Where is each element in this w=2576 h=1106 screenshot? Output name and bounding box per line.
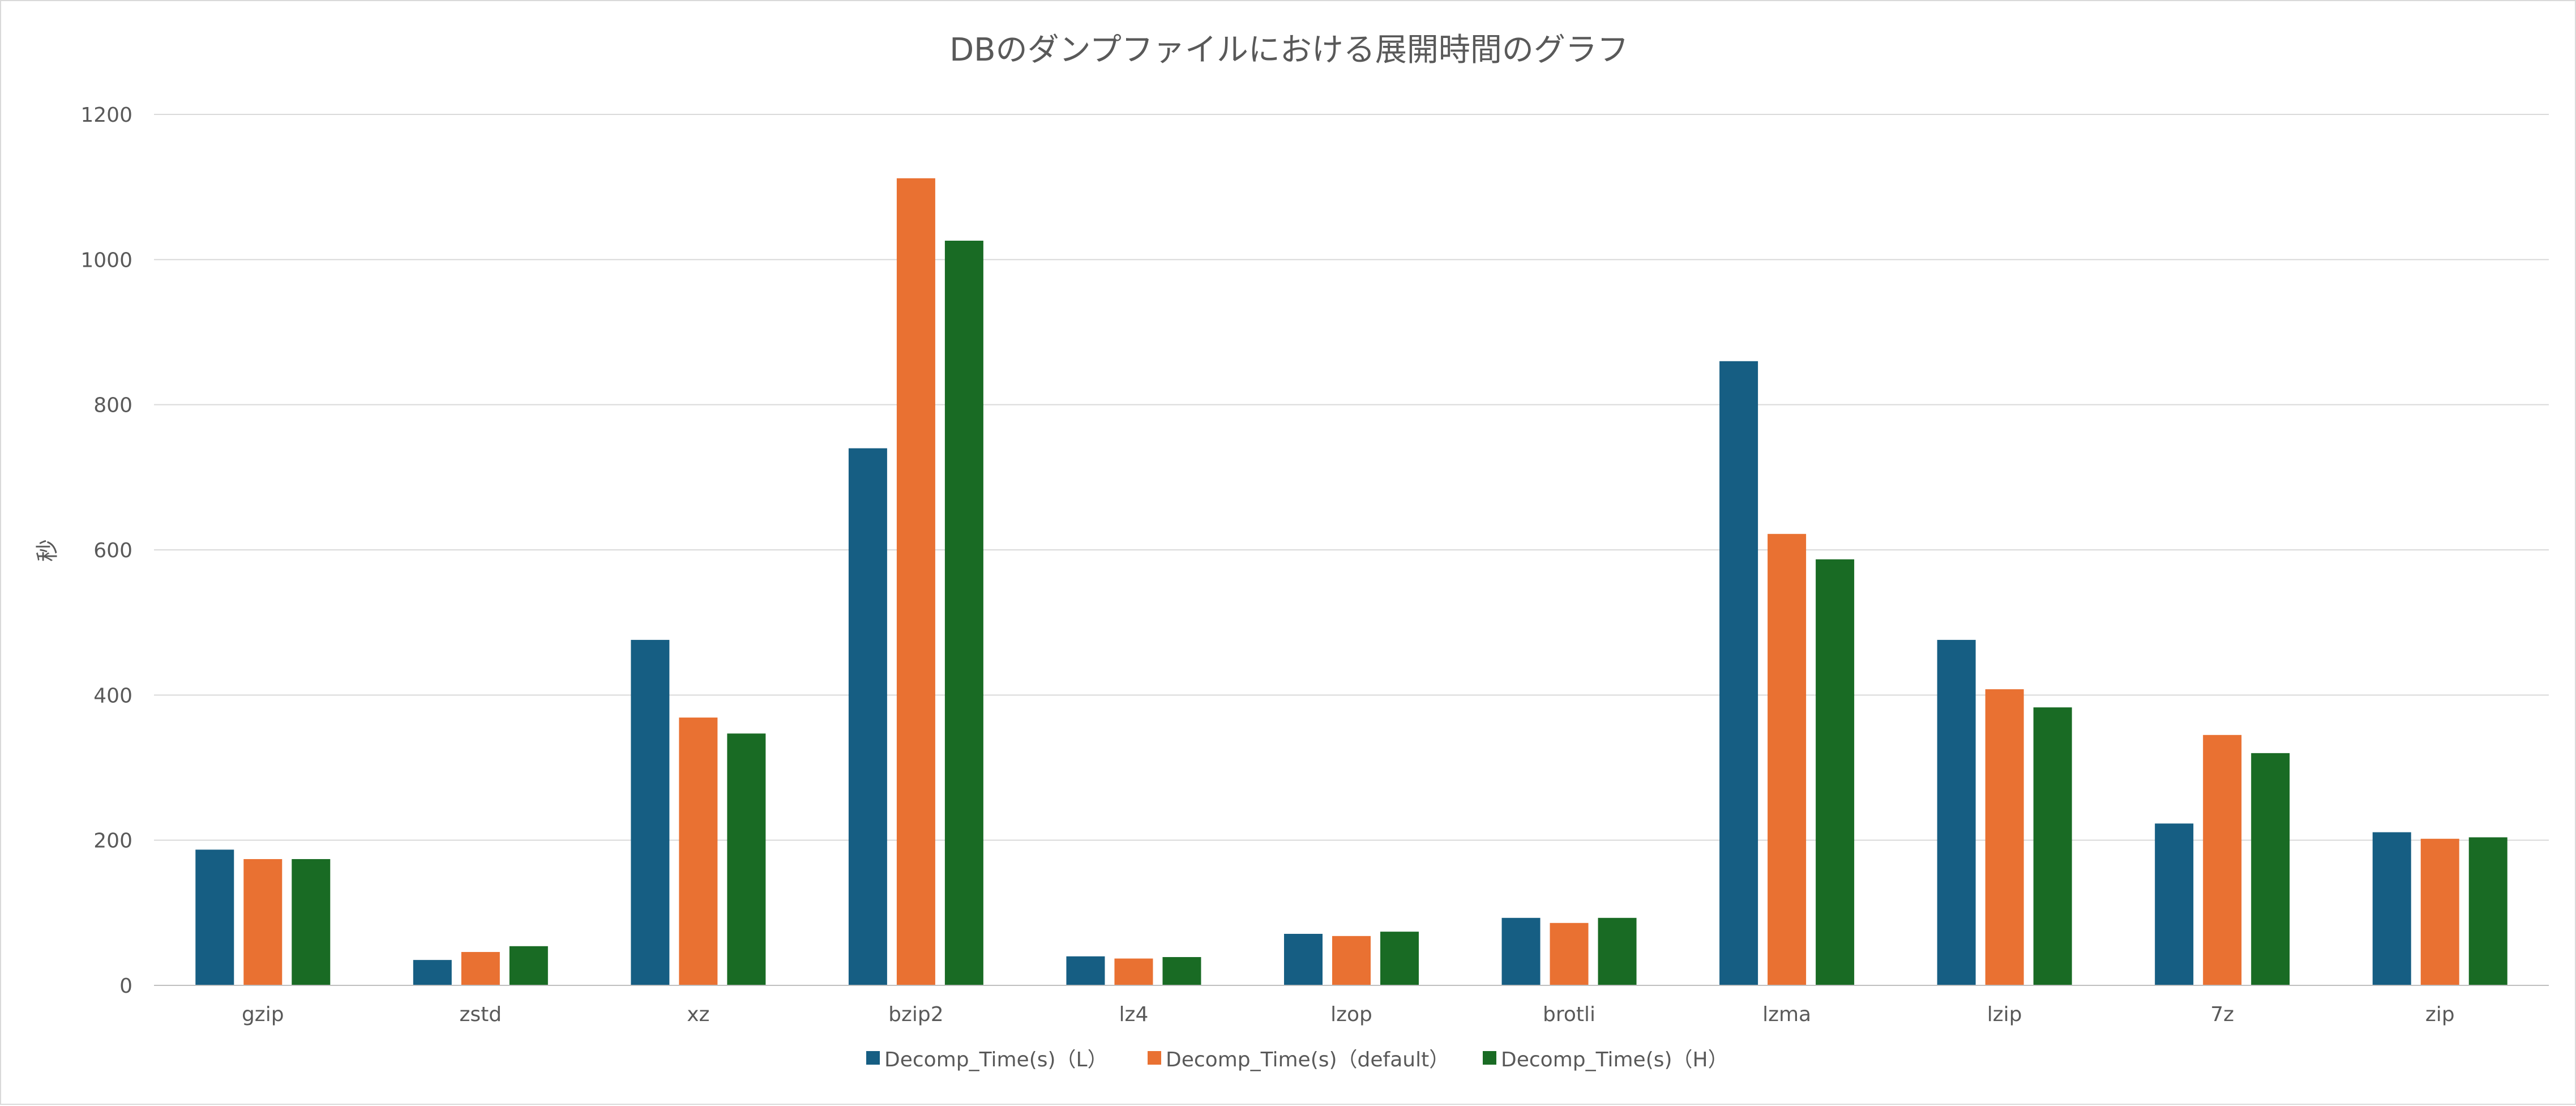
bar-lzop-series-2 (1332, 936, 1371, 985)
bar-lz4-series-1 (1066, 956, 1105, 985)
x-category-label: bzip2 (888, 1003, 944, 1026)
bar-zip-series-3 (2468, 837, 2507, 985)
legend-swatch (1483, 1051, 1496, 1065)
bar-lzop-series-1 (1284, 934, 1323, 985)
legend-item: Decomp_Time(s)（L） (866, 1048, 1108, 1071)
legend-label: Decomp_Time(s)（L） (884, 1048, 1108, 1071)
bar-lzma-series-3 (1816, 559, 1855, 985)
x-axis-categories: gzip zstd xz bzip2 lz4 lzop brotli lzma lzip 7z zi… (242, 1003, 2455, 1026)
x-category-label: lz4 (1119, 1003, 1149, 1026)
x-category-label: zip (2425, 1003, 2455, 1026)
y-axis-label: 秒 (35, 539, 61, 562)
x-category-label: zstd (460, 1003, 502, 1026)
legend-label: Decomp_Time(s)（H） (1501, 1048, 1728, 1071)
legend: Decomp_Time(s)（L） Decomp_Time(s)（default）… (866, 1048, 1728, 1071)
y-tick-label: 0 (119, 975, 132, 998)
bar-7z-series-2 (2203, 735, 2242, 985)
legend-label: Decomp_Time(s)（default） (1166, 1048, 1449, 1071)
bar-gzip-series-2 (243, 859, 283, 985)
x-category-label: 7z (2210, 1003, 2234, 1026)
bar-brotli-series-2 (1550, 923, 1589, 985)
gridlines (154, 114, 2549, 841)
y-tick-label: 800 (93, 394, 132, 417)
bar-gzip-series-1 (195, 849, 234, 985)
y-tick-label: 200 (93, 830, 132, 853)
x-category-label: lzop (1330, 1003, 1372, 1026)
bar-brotli-series-3 (1598, 917, 1637, 985)
bar-bzip2-series-2 (896, 178, 935, 986)
legend-swatch (866, 1051, 880, 1065)
bar-lzip-series-2 (1985, 689, 2024, 985)
chart-title: DBのダンプファイルにおける展開時間のグラフ (949, 32, 1629, 69)
bar-lzop-series-3 (1380, 932, 1419, 985)
x-category-label: lzip (1987, 1003, 2022, 1026)
x-category-label: lzma (1762, 1003, 1811, 1026)
bar-lz4-series-2 (1114, 958, 1153, 985)
bar-zip-series-1 (2372, 832, 2411, 985)
y-tick-label: 1000 (80, 249, 132, 272)
bar-zstd-series-1 (413, 960, 452, 985)
bar-zstd-series-2 (461, 952, 500, 985)
legend-item: Decomp_Time(s)（default） (1148, 1048, 1449, 1071)
bar-bzip2-series-1 (848, 448, 887, 985)
bar-7z-series-1 (2155, 823, 2194, 985)
bar-lzma-series-1 (1719, 361, 1758, 986)
bar-7z-series-3 (2251, 753, 2290, 985)
y-axis-ticks: 0 200 400 600 800 1000 1200 (80, 104, 132, 998)
y-tick-label: 400 (93, 684, 132, 707)
legend-item: Decomp_Time(s)（H） (1483, 1048, 1728, 1071)
bar-xz-series-3 (727, 733, 766, 985)
x-category-label: gzip (242, 1003, 284, 1026)
bar-zstd-series-3 (509, 946, 548, 985)
bar-xz-series-2 (679, 718, 718, 985)
bar-lzip-series-3 (2033, 707, 2072, 985)
legend-swatch (1148, 1051, 1161, 1065)
bar-lzma-series-2 (1768, 533, 1807, 985)
bar-brotli-series-1 (1501, 917, 1541, 985)
x-category-label: xz (687, 1003, 709, 1026)
bar-zip-series-2 (2420, 839, 2459, 985)
bars (195, 178, 2507, 986)
bar-xz-series-1 (631, 639, 670, 985)
x-category-label: brotli (1543, 1003, 1595, 1026)
bar-gzip-series-3 (292, 859, 331, 985)
bar-bzip2-series-3 (944, 241, 983, 985)
bar-lz4-series-3 (1162, 957, 1201, 985)
y-tick-label: 1200 (80, 104, 132, 127)
y-tick-label: 600 (93, 539, 132, 562)
bar-lzip-series-1 (1937, 639, 1976, 985)
